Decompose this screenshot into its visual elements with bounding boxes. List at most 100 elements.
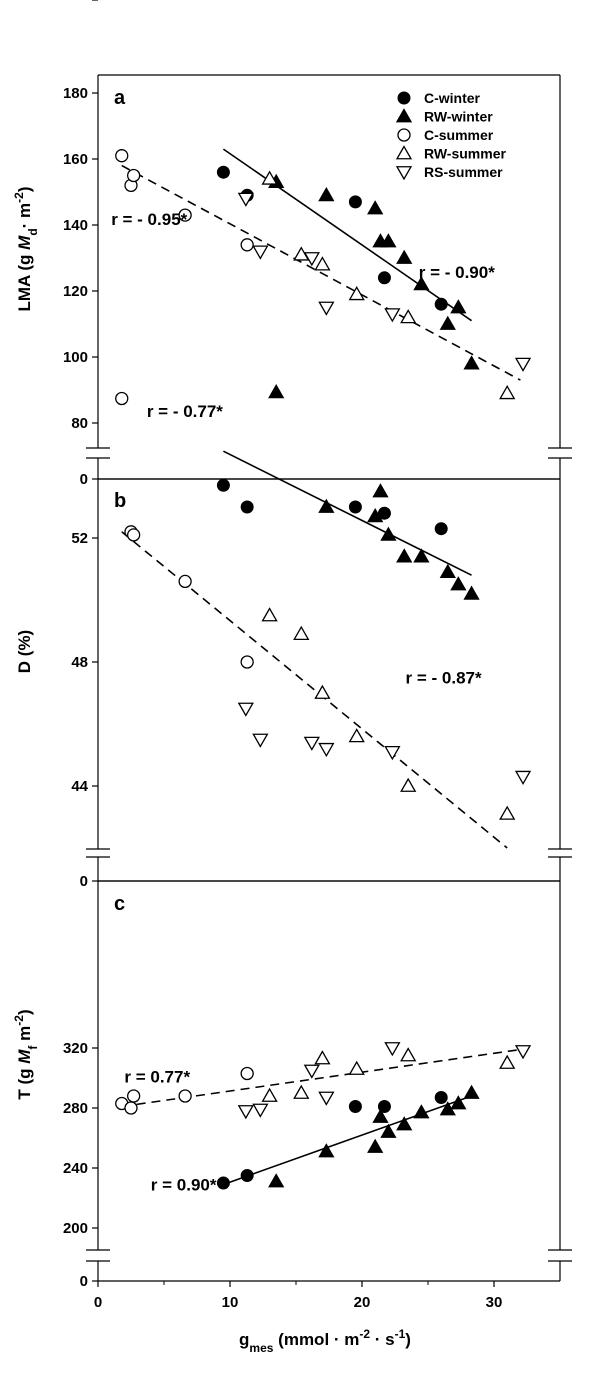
data-point — [413, 276, 430, 291]
y-tick-label: 240 — [63, 1160, 88, 1177]
data-point — [240, 655, 254, 669]
x-axis-label: gmes (mmol · m-2 · s-1) — [239, 1327, 411, 1355]
data-point — [450, 1095, 467, 1110]
series-c-winter — [216, 165, 448, 311]
data-point — [268, 383, 285, 399]
data-point — [400, 777, 417, 792]
data-point — [434, 522, 448, 536]
data-point — [367, 507, 384, 523]
data-point — [318, 1091, 335, 1106]
legend-marker — [397, 91, 411, 105]
correlation-label: r = 0.77* — [124, 1068, 190, 1087]
panel-letter: b — [114, 490, 126, 512]
series-c-winter — [216, 1091, 448, 1190]
data-point — [348, 285, 365, 301]
data-point — [380, 1123, 397, 1138]
data-point — [252, 245, 269, 260]
regression-line-summer — [121, 164, 521, 381]
data-point — [384, 308, 401, 323]
data-point — [499, 805, 516, 820]
data-point — [237, 192, 254, 207]
data-point — [463, 585, 480, 600]
legend-label: C-winter — [424, 90, 481, 106]
data-point — [463, 355, 480, 370]
y-tick-label: 140 — [63, 217, 88, 234]
data-point — [178, 574, 192, 589]
data-point — [124, 1101, 138, 1115]
y-tick-label: 320 — [63, 1040, 88, 1057]
data-point — [348, 195, 362, 209]
y-tick-label: 200 — [63, 1220, 88, 1237]
data-point — [314, 684, 331, 699]
data-point — [377, 271, 391, 285]
panel-c: 0 200 240 280 320 c T (g Mf m-2) r = 0.77* r = 0… — [12, 880, 572, 1290]
data-point — [499, 384, 516, 400]
legend-marker — [395, 108, 413, 123]
data-point — [252, 733, 269, 748]
data-point — [514, 770, 532, 786]
y-tick-label: 80 — [71, 415, 88, 432]
series-c-summer — [115, 149, 254, 252]
data-point — [434, 297, 448, 311]
data-point — [303, 736, 320, 751]
data-point — [396, 249, 413, 264]
data-point — [367, 1138, 384, 1153]
y-tick-label: 56 — [71, 0, 88, 4]
y-axis-label: LMA (g Md· m-2) — [12, 186, 40, 311]
data-point — [126, 528, 141, 542]
data-point — [318, 186, 335, 202]
data-point — [237, 1105, 254, 1120]
legend-marker — [395, 145, 413, 160]
legend: C-winter RW-winter C-summer RW-summer RS-sum… — [395, 90, 506, 181]
legend-label: RS-summer — [424, 164, 503, 180]
y-tick-label: 44 — [71, 778, 88, 795]
series-rs-summer — [237, 1042, 532, 1120]
data-point — [400, 309, 417, 324]
y-axis-label: T (g Mf m-2) — [12, 1009, 40, 1099]
series-rs-summer — [237, 192, 532, 372]
legend-marker — [397, 128, 411, 142]
data-point — [314, 1050, 331, 1065]
panel-letter: a — [114, 87, 126, 109]
data-point — [237, 702, 254, 717]
data-point — [380, 233, 397, 248]
data-point — [384, 1042, 401, 1057]
y-tick-label: 120 — [63, 283, 88, 300]
data-point — [126, 1089, 141, 1103]
data-point — [240, 1169, 254, 1182]
data-point — [372, 1108, 389, 1123]
data-point — [240, 1066, 254, 1081]
x-tick-label: 10 — [222, 1294, 239, 1311]
y-tick-label-zero: 0 — [80, 1273, 88, 1290]
data-point — [178, 208, 192, 222]
y-tick-label: 52 — [71, 530, 88, 547]
data-point — [240, 238, 254, 252]
data-point — [499, 1054, 516, 1069]
data-point — [348, 728, 365, 743]
series-c-summer — [115, 1066, 254, 1115]
data-point — [439, 315, 456, 330]
data-point — [377, 1100, 391, 1113]
series-rw-winter — [268, 383, 480, 600]
data-point — [261, 1087, 278, 1102]
data-point — [348, 1060, 365, 1075]
data-point — [439, 563, 456, 578]
data-point — [318, 1143, 335, 1158]
x-tick-label: 20 — [354, 1294, 371, 1311]
y-axis-label: D (%) — [15, 630, 34, 673]
correlation-label: r = - 0.77* — [147, 402, 223, 421]
data-point — [396, 548, 413, 563]
legend-label: RW-winter — [424, 109, 493, 125]
data-point — [514, 1045, 532, 1060]
legend-marker — [395, 166, 413, 181]
data-point — [216, 165, 230, 179]
data-point — [252, 1103, 269, 1118]
x-tick-label: 0 — [94, 1294, 102, 1311]
series-c-winter — [216, 478, 448, 536]
data-point — [314, 256, 331, 271]
data-point — [216, 478, 230, 492]
data-point — [384, 746, 401, 761]
data-point — [348, 1100, 362, 1113]
series-rw-summer — [261, 170, 516, 400]
